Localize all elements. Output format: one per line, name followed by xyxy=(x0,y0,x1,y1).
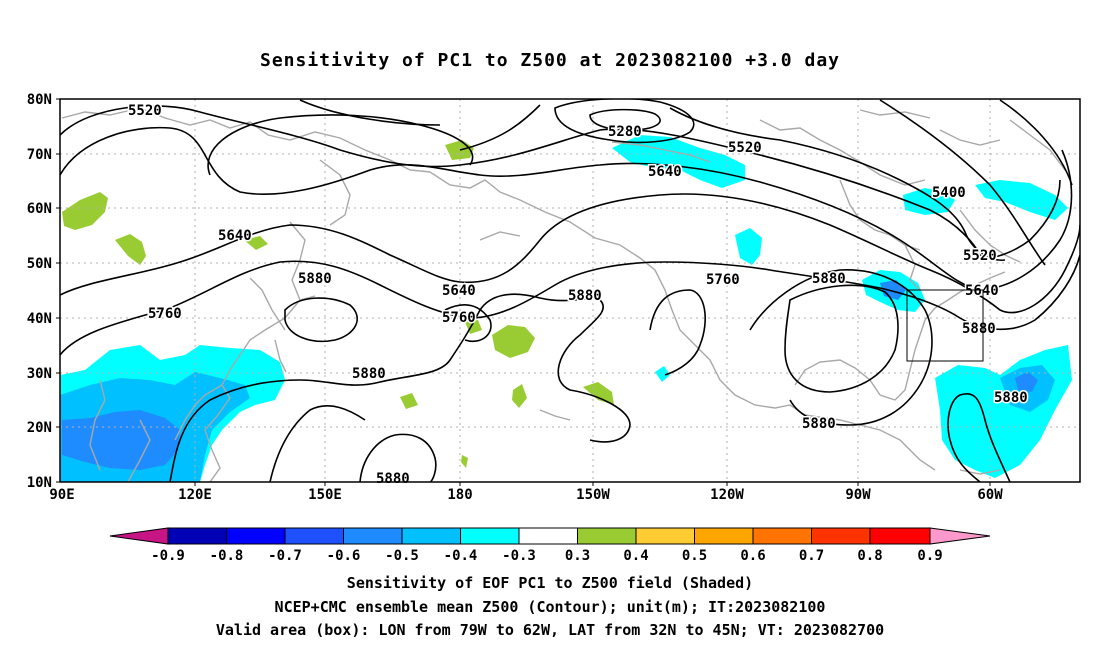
contour-label: 5280 xyxy=(608,124,642,140)
coastlines xyxy=(61,107,1066,482)
colorbar-label: 0.3 xyxy=(565,548,590,564)
positive-sensitivity-region xyxy=(244,236,268,250)
contour-label: 5760 xyxy=(706,272,740,288)
colorbar-cell xyxy=(752,527,812,545)
negative-sensitivity-region xyxy=(62,410,180,470)
lon-label: 150E xyxy=(308,487,342,503)
lon-label: 90W xyxy=(845,487,871,503)
valid-area-box xyxy=(906,289,984,362)
contour-label: 5880 xyxy=(352,366,386,382)
colorbar-label: 0.4 xyxy=(623,548,648,564)
positive-sensitivity-region xyxy=(461,455,468,468)
negative-sensitivity-region xyxy=(975,180,1068,220)
sensitivity-shading xyxy=(60,135,1072,482)
colorbar-label: -0.7 xyxy=(268,548,302,564)
longitude-axis: 90E 120E 150E 180 150W 120W 90W 60W xyxy=(49,482,1003,503)
caption-shading: Sensitivity of EOF PC1 to Z500 field (Sh… xyxy=(346,574,754,592)
map-title: Sensitivity of PC1 to Z500 at 2023082100… xyxy=(259,50,840,71)
colorbar-label: -0.6 xyxy=(327,548,361,564)
lon-label: 90E xyxy=(49,487,74,503)
colorbar-cell xyxy=(518,527,578,545)
colorbar-cell xyxy=(460,527,520,545)
colorbar-cell xyxy=(167,527,227,545)
map-frame xyxy=(59,98,1081,483)
positive-sensitivity-region xyxy=(400,393,418,409)
contour-label: 5640 xyxy=(648,164,682,180)
lat-label: 20N xyxy=(27,420,52,436)
colorbar-label: 0.7 xyxy=(799,548,824,564)
lon-label: 60W xyxy=(977,487,1003,503)
contour-label: 5880 xyxy=(994,390,1028,406)
contour-label: 5520 xyxy=(963,248,997,264)
contour-label: 5640 xyxy=(965,283,999,299)
z500-contours xyxy=(60,99,1080,482)
contour-label: 5640 xyxy=(218,228,252,244)
colorbar-cell xyxy=(577,527,637,545)
contour-label: 5880 xyxy=(812,271,846,287)
colorbar-cell xyxy=(109,527,169,545)
caption-contour: NCEP+CMC ensemble mean Z500 (Contour); u… xyxy=(274,598,826,616)
colorbar-cell xyxy=(811,527,871,545)
latitude-axis: 80N 70N 60N 50N 40N 30N 20N 10N xyxy=(27,92,60,491)
lat-label: 50N xyxy=(27,256,52,272)
contour-label: 5880 xyxy=(568,288,602,304)
lat-label: 40N xyxy=(27,311,52,327)
colorbar-label: 0.5 xyxy=(682,548,707,564)
positive-sensitivity-region xyxy=(492,325,535,358)
colorbar-label: -0.5 xyxy=(385,548,419,564)
positive-sensitivity-region xyxy=(512,384,527,408)
lat-label: 60N xyxy=(27,201,52,217)
lat-label: 10N xyxy=(27,475,52,491)
colorbar-cell xyxy=(226,527,286,545)
contour-label: 5880 xyxy=(376,471,410,487)
contour-label: 5880 xyxy=(962,321,996,337)
lat-label: 80N xyxy=(27,92,52,108)
colorbar-cell xyxy=(401,527,461,545)
contour-label: 5760 xyxy=(442,310,476,326)
lat-label: 30N xyxy=(27,366,52,382)
colorbar-label: 0.8 xyxy=(857,548,882,564)
lon-label: 180 xyxy=(447,487,472,503)
colorbar-label: 0.6 xyxy=(740,548,765,564)
colorbar-cell xyxy=(694,527,754,545)
contour-label: 5400 xyxy=(932,185,966,201)
contour-label: 5880 xyxy=(298,271,332,287)
caption-valid-area: Valid area (box): LON from 79W to 62W, L… xyxy=(215,621,885,639)
negative-sensitivity-region xyxy=(1015,372,1038,392)
colorbar-labels: -0.9 -0.8 -0.7 -0.6 -0.5 -0.4 -0.3 0.3 0… xyxy=(151,548,943,564)
colorbar-label: 0.9 xyxy=(917,548,942,564)
lon-label: 150W xyxy=(576,487,610,503)
positive-sensitivity-region xyxy=(583,382,614,405)
colorbar-label: -0.8 xyxy=(210,548,244,564)
graticule xyxy=(60,99,1080,482)
positive-sensitivity-region xyxy=(115,234,146,265)
colorbar-label: -0.4 xyxy=(444,548,478,564)
contour-label: 5880 xyxy=(802,416,836,432)
colorbar xyxy=(109,527,991,545)
colorbar-cell xyxy=(869,527,931,545)
contour-labels: 5520 5280 5520 5640 5400 5640 5520 5880 … xyxy=(127,102,1030,489)
colorbar-cell xyxy=(343,527,403,545)
colorbar-cell xyxy=(284,527,344,545)
lon-label: 120W xyxy=(710,487,744,503)
contour-label: 5520 xyxy=(128,103,162,119)
colorbar-label: -0.3 xyxy=(502,548,536,564)
lat-label: 70N xyxy=(27,147,52,163)
colorbar-cell xyxy=(929,527,991,545)
contour-label: 5760 xyxy=(148,306,182,322)
colorbar-label: -0.9 xyxy=(151,548,185,564)
positive-sensitivity-region xyxy=(62,192,108,230)
lon-label: 120E xyxy=(178,487,212,503)
negative-sensitivity-region xyxy=(655,366,670,382)
negative-sensitivity-region xyxy=(612,135,745,188)
contour-label: 5520 xyxy=(728,140,762,156)
negative-sensitivity-region xyxy=(735,228,762,265)
colorbar-cell xyxy=(635,527,695,545)
contour-label: 5640 xyxy=(442,283,476,299)
negative-sensitivity-region xyxy=(935,345,1072,478)
